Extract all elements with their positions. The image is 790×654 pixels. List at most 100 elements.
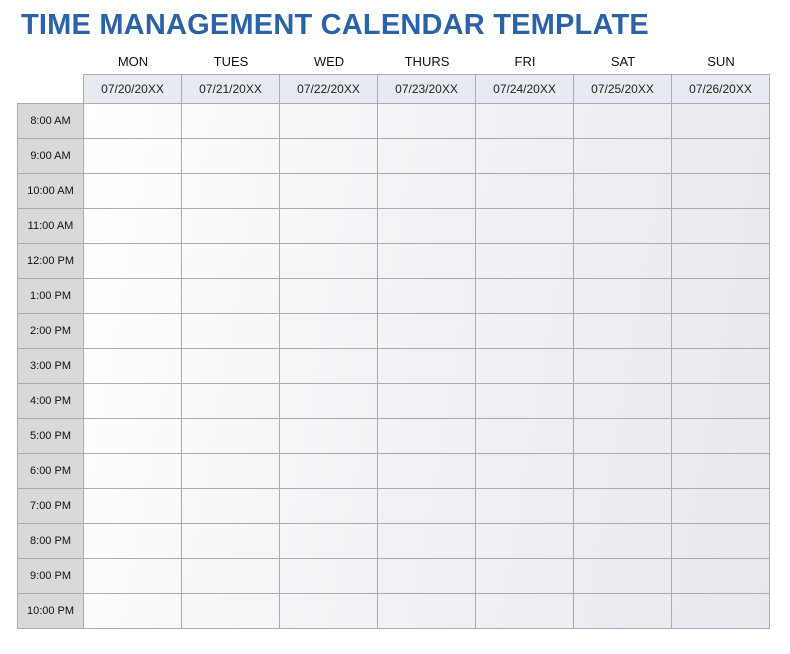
schedule-cell[interactable] — [573, 103, 672, 139]
schedule-cell[interactable] — [181, 488, 280, 524]
schedule-cell[interactable] — [377, 453, 476, 489]
schedule-cell[interactable] — [181, 383, 280, 419]
schedule-cell[interactable] — [475, 488, 574, 524]
schedule-cell[interactable] — [279, 453, 378, 489]
schedule-cell[interactable] — [671, 453, 770, 489]
schedule-cell[interactable] — [377, 418, 476, 454]
schedule-cell[interactable] — [377, 348, 476, 384]
schedule-cell[interactable] — [279, 523, 378, 559]
schedule-cell[interactable] — [573, 208, 672, 244]
schedule-cell[interactable] — [377, 313, 476, 349]
schedule-cell[interactable] — [671, 243, 770, 279]
schedule-cell[interactable] — [181, 103, 280, 139]
schedule-cell[interactable] — [475, 523, 574, 559]
schedule-cell[interactable] — [671, 383, 770, 419]
schedule-cell[interactable] — [377, 173, 476, 209]
schedule-cell[interactable] — [181, 418, 280, 454]
schedule-cell[interactable] — [83, 558, 182, 594]
schedule-cell[interactable] — [475, 593, 574, 629]
schedule-cell[interactable] — [475, 348, 574, 384]
schedule-cell[interactable] — [83, 173, 182, 209]
schedule-cell[interactable] — [279, 208, 378, 244]
schedule-cell[interactable] — [573, 523, 672, 559]
schedule-cell[interactable] — [377, 488, 476, 524]
schedule-cell[interactable] — [573, 558, 672, 594]
schedule-cell[interactable] — [181, 313, 280, 349]
schedule-cell[interactable] — [671, 138, 770, 174]
schedule-cell[interactable] — [279, 348, 378, 384]
schedule-cell[interactable] — [475, 243, 574, 279]
schedule-cell[interactable] — [671, 523, 770, 559]
schedule-cell[interactable] — [671, 418, 770, 454]
schedule-cell[interactable] — [181, 208, 280, 244]
schedule-cell[interactable] — [573, 278, 672, 314]
schedule-cell[interactable] — [475, 383, 574, 419]
schedule-cell[interactable] — [573, 593, 672, 629]
schedule-cell[interactable] — [83, 208, 182, 244]
schedule-cell[interactable] — [475, 138, 574, 174]
schedule-cell[interactable] — [279, 103, 378, 139]
schedule-cell[interactable] — [279, 243, 378, 279]
schedule-cell[interactable] — [181, 523, 280, 559]
schedule-cell[interactable] — [83, 523, 182, 559]
schedule-cell[interactable] — [377, 138, 476, 174]
schedule-cell[interactable] — [377, 523, 476, 559]
schedule-cell[interactable] — [377, 558, 476, 594]
schedule-cell[interactable] — [573, 453, 672, 489]
schedule-cell[interactable] — [573, 243, 672, 279]
schedule-cell[interactable] — [83, 488, 182, 524]
schedule-cell[interactable] — [279, 138, 378, 174]
schedule-cell[interactable] — [83, 243, 182, 279]
schedule-cell[interactable] — [279, 313, 378, 349]
schedule-cell[interactable] — [377, 208, 476, 244]
schedule-cell[interactable] — [671, 348, 770, 384]
schedule-cell[interactable] — [671, 593, 770, 629]
schedule-cell[interactable] — [83, 103, 182, 139]
schedule-cell[interactable] — [671, 488, 770, 524]
schedule-cell[interactable] — [279, 418, 378, 454]
schedule-cell[interactable] — [573, 173, 672, 209]
schedule-cell[interactable] — [671, 558, 770, 594]
schedule-cell[interactable] — [573, 418, 672, 454]
schedule-cell[interactable] — [377, 243, 476, 279]
schedule-cell[interactable] — [475, 103, 574, 139]
schedule-cell[interactable] — [573, 138, 672, 174]
schedule-cell[interactable] — [573, 348, 672, 384]
schedule-cell[interactable] — [671, 208, 770, 244]
schedule-cell[interactable] — [279, 173, 378, 209]
schedule-cell[interactable] — [181, 453, 280, 489]
schedule-cell[interactable] — [573, 488, 672, 524]
schedule-cell[interactable] — [475, 313, 574, 349]
schedule-cell[interactable] — [181, 558, 280, 594]
schedule-cell[interactable] — [83, 313, 182, 349]
schedule-cell[interactable] — [83, 348, 182, 384]
schedule-cell[interactable] — [475, 418, 574, 454]
schedule-cell[interactable] — [671, 313, 770, 349]
schedule-cell[interactable] — [573, 313, 672, 349]
schedule-cell[interactable] — [573, 383, 672, 419]
schedule-cell[interactable] — [83, 593, 182, 629]
schedule-cell[interactable] — [671, 278, 770, 314]
schedule-cell[interactable] — [475, 208, 574, 244]
schedule-cell[interactable] — [377, 593, 476, 629]
schedule-cell[interactable] — [475, 278, 574, 314]
schedule-cell[interactable] — [671, 103, 770, 139]
schedule-cell[interactable] — [279, 278, 378, 314]
schedule-cell[interactable] — [181, 243, 280, 279]
schedule-cell[interactable] — [181, 138, 280, 174]
schedule-cell[interactable] — [181, 173, 280, 209]
schedule-cell[interactable] — [279, 488, 378, 524]
schedule-cell[interactable] — [475, 558, 574, 594]
schedule-cell[interactable] — [83, 383, 182, 419]
schedule-cell[interactable] — [279, 593, 378, 629]
schedule-cell[interactable] — [377, 278, 476, 314]
schedule-cell[interactable] — [279, 558, 378, 594]
schedule-cell[interactable] — [475, 453, 574, 489]
schedule-cell[interactable] — [83, 453, 182, 489]
schedule-cell[interactable] — [83, 278, 182, 314]
schedule-cell[interactable] — [181, 348, 280, 384]
schedule-cell[interactable] — [83, 418, 182, 454]
schedule-cell[interactable] — [377, 103, 476, 139]
schedule-cell[interactable] — [181, 593, 280, 629]
schedule-cell[interactable] — [181, 278, 280, 314]
